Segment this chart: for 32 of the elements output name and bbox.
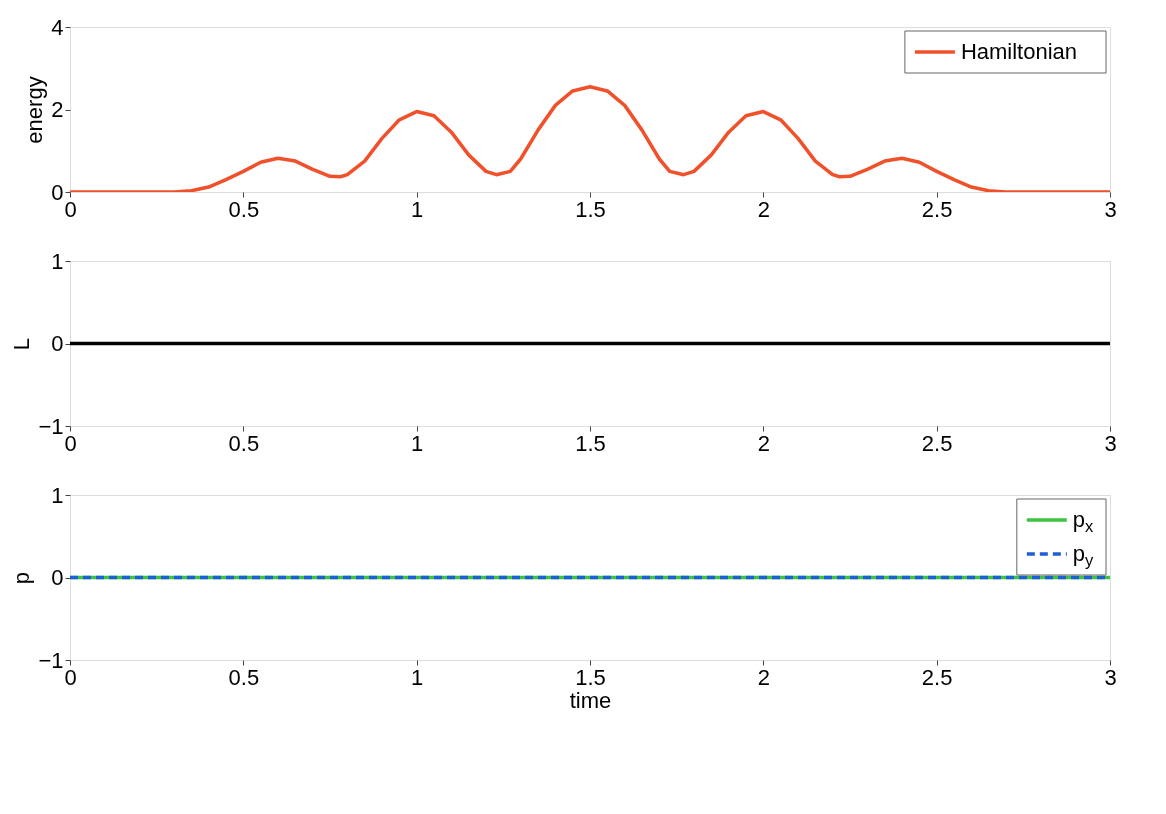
- x-tick-label: 1.5: [575, 430, 606, 456]
- x-tick-label: 0.5: [228, 430, 260, 456]
- y-tick-label: −1: [38, 647, 64, 673]
- y-tick-label: 1: [51, 248, 64, 274]
- legend-label: Hamiltonian: [960, 39, 1078, 64]
- x-tick-label: 1.5: [575, 196, 606, 222]
- y-tick-label: 4: [51, 14, 64, 40]
- x-tick-label: 2.5: [921, 664, 953, 690]
- y-axis-title: L: [9, 337, 35, 351]
- x-tick-label: 2.5: [921, 430, 953, 456]
- y-tick-label: 1: [51, 482, 64, 508]
- x-tick-label: 2: [757, 196, 770, 222]
- y-tick-label: −1: [38, 413, 64, 439]
- x-tick-label: 1.5: [575, 664, 606, 690]
- x-tick-label: 3: [1104, 664, 1117, 690]
- x-tick-label: 2.5: [921, 196, 953, 222]
- x-tick-label: 1: [411, 664, 424, 690]
- y-tick-label: 0: [51, 331, 64, 356]
- y-axis-title: energy: [22, 76, 48, 144]
- x-tick-label: 1: [411, 430, 424, 456]
- y-tick-label: 2: [51, 97, 64, 122]
- y-tick-label: 0: [51, 565, 64, 590]
- y-axis-title: p: [9, 571, 35, 585]
- x-tick-label: 2: [757, 664, 770, 690]
- x-tick-label: 1: [411, 196, 424, 222]
- x-tick-label: 3: [1104, 196, 1117, 222]
- x-tick-label: 3: [1104, 430, 1117, 456]
- x-tick-label: 2: [757, 430, 770, 456]
- y-tick-label: 0: [51, 179, 64, 205]
- x-tick-label: 0.5: [228, 664, 260, 690]
- x-axis-title: time: [569, 687, 612, 713]
- x-tick-label: 0.5: [228, 196, 260, 222]
